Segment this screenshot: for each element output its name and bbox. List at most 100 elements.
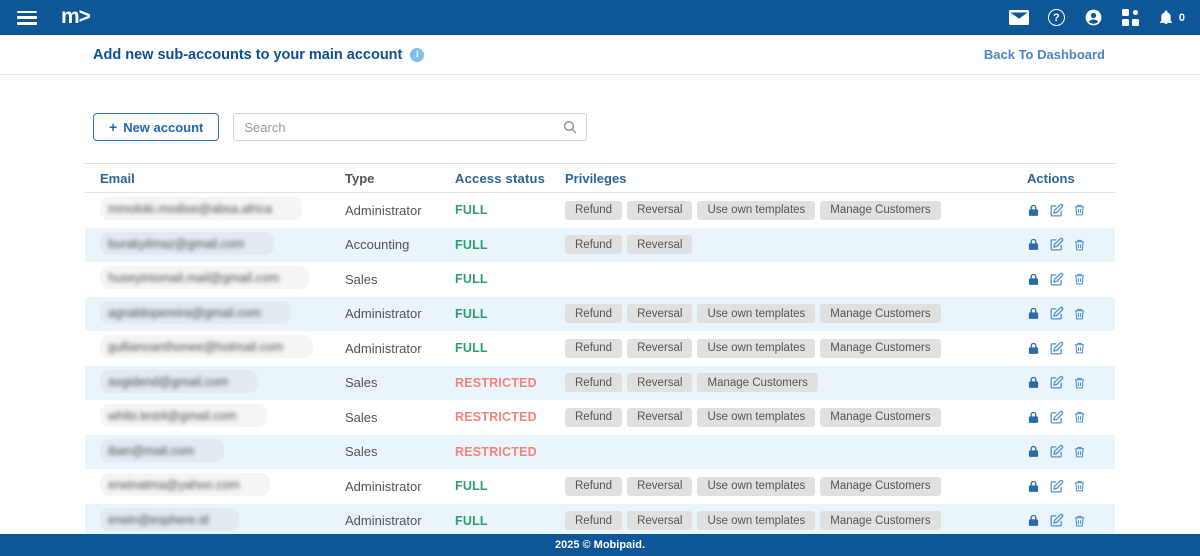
trash-icon[interactable]	[1073, 445, 1086, 459]
privilege-chip: Use own templates	[697, 407, 816, 427]
lock-icon[interactable]	[1027, 238, 1040, 251]
table-row: whibi.test4@gmail.com Sales RESTRICTED R…	[85, 400, 1115, 435]
privilege-chip: Refund	[565, 304, 623, 324]
trash-icon[interactable]	[1073, 238, 1086, 252]
lock-icon[interactable]	[1027, 376, 1040, 389]
table-row: huseyinismail.mail@gmail.com Sales FULL	[85, 262, 1115, 297]
apps-grid-icon[interactable]	[1121, 9, 1139, 26]
privileges-cell: Refund Reversal Use own templates Manage Cu…	[565, 407, 1027, 427]
back-to-dashboard-link[interactable]: Back To Dashboard	[983, 47, 1105, 62]
privilege-chip: Manage Customers	[697, 373, 818, 393]
lock-icon[interactable]	[1027, 514, 1040, 527]
lock-icon[interactable]	[1027, 411, 1040, 424]
lock-icon[interactable]	[1027, 480, 1040, 493]
help-icon[interactable]: ?	[1047, 9, 1065, 26]
trash-icon[interactable]	[1073, 307, 1086, 321]
page-header: Add new sub-accounts to your main accoun…	[0, 35, 1200, 75]
new-account-button[interactable]: + New account	[93, 113, 220, 141]
type-cell: Sales	[345, 271, 378, 287]
trash-icon[interactable]	[1073, 376, 1086, 390]
privilege-chip: Manage Customers	[820, 338, 941, 358]
privilege-chip: Reversal	[627, 373, 693, 393]
sub-accounts-table: Email Type Access status Privileges Acti…	[85, 163, 1115, 538]
trash-icon[interactable]	[1073, 341, 1086, 355]
trash-icon[interactable]	[1073, 272, 1086, 286]
notifications-bell[interactable]: 0	[1158, 9, 1185, 26]
lock-icon[interactable]	[1027, 445, 1040, 458]
bell-icon	[1158, 9, 1174, 26]
privilege-chip: Manage Customers	[820, 407, 941, 427]
column-header-type: Type	[345, 170, 375, 186]
email-cell: huseyinismail.mail@gmail.com	[85, 266, 345, 292]
menu-icon[interactable]	[17, 10, 37, 25]
table-row: erwin@esphere.id Administrator FULL Refu…	[85, 503, 1115, 538]
top-navbar: m> ? 0	[0, 0, 1200, 35]
edit-icon[interactable]	[1049, 237, 1064, 252]
actions-cell	[1027, 237, 1115, 252]
email-redacted: burakyilmaz@gmail.com	[100, 231, 275, 255]
account-icon[interactable]	[1084, 8, 1103, 27]
edit-icon[interactable]	[1049, 306, 1064, 321]
lock-icon[interactable]	[1027, 342, 1040, 355]
email-redacted: huseyinismail.mail@gmail.com	[100, 266, 310, 290]
email-value: iban@mail.com	[108, 443, 195, 458]
privilege-chip: Manage Customers	[820, 511, 941, 531]
access-status-badge: FULL	[455, 237, 488, 252]
lock-icon[interactable]	[1027, 273, 1040, 286]
edit-icon[interactable]	[1049, 203, 1064, 218]
email-value: erwin@esphere.id	[108, 512, 209, 527]
footer: 2025 © Mobipaid.	[0, 534, 1200, 556]
privileges-cell: Refund Reversal	[565, 235, 1027, 255]
edit-icon[interactable]	[1049, 375, 1064, 390]
info-icon[interactable]: i	[410, 47, 425, 62]
privilege-chip: Use own templates	[697, 304, 816, 324]
email-cell: agnaldopereira@gmail.com	[85, 300, 345, 327]
table-row: avgidend@gmail.com Sales RESTRICTED Refu…	[85, 365, 1115, 400]
table-body: mmoloki.modise@absa.africa Administrator…	[85, 193, 1115, 538]
actions-cell	[1027, 203, 1115, 218]
edit-icon[interactable]	[1049, 341, 1064, 356]
email-cell: erwinatma@yahoo.com	[85, 473, 345, 499]
mail-icon[interactable]	[1008, 10, 1029, 25]
email-cell: mmoloki.modise@absa.africa	[85, 197, 345, 223]
access-status-badge: FULL	[455, 341, 488, 356]
email-redacted: agnaldopereira@gmail.com	[100, 300, 292, 324]
access-status-badge: RESTRICTED	[455, 410, 537, 425]
access-status-badge: FULL	[455, 203, 488, 218]
privileges-cell: Refund Reversal Use own templates Manage Cu…	[565, 511, 1027, 531]
lock-icon[interactable]	[1027, 204, 1040, 217]
edit-icon[interactable]	[1049, 479, 1064, 494]
type-cell: Administrator	[345, 340, 422, 356]
trash-icon[interactable]	[1073, 410, 1086, 424]
topbar-right: ? 0	[1008, 8, 1185, 27]
edit-icon[interactable]	[1049, 444, 1064, 459]
trash-icon[interactable]	[1073, 514, 1086, 528]
privilege-chip: Manage Customers	[820, 304, 941, 324]
actions-cell	[1027, 444, 1115, 459]
privilege-chip: Reversal	[627, 235, 693, 255]
type-cell: Administrator	[345, 202, 422, 218]
privileges-cell: Refund Reversal Use own templates Manage Cu…	[565, 200, 1027, 220]
privilege-chip: Refund	[565, 373, 623, 393]
email-value: agnaldopereira@gmail.com	[108, 305, 262, 320]
privileges-cell: Refund Reversal Use own templates Manage Cu…	[565, 476, 1027, 496]
column-header-privileges: Privileges	[565, 170, 627, 186]
access-status-badge: FULL	[455, 479, 488, 494]
lock-icon[interactable]	[1027, 307, 1040, 320]
edit-icon[interactable]	[1049, 513, 1064, 528]
topbar-left: m>	[15, 5, 91, 28]
email-redacted: gullianoanthonee@hotmail.com	[100, 335, 314, 359]
edit-icon[interactable]	[1049, 272, 1064, 287]
email-cell: iban@mail.com	[85, 438, 345, 465]
privilege-chip: Use own templates	[697, 338, 816, 358]
edit-icon[interactable]	[1049, 410, 1064, 425]
privilege-chip: Refund	[565, 235, 623, 255]
search-input[interactable]	[233, 113, 588, 141]
trash-icon[interactable]	[1073, 479, 1086, 493]
page-title: Add new sub-accounts to your main accoun…	[93, 46, 403, 63]
email-value: erwinatma@yahoo.com	[108, 478, 240, 493]
access-status-badge: RESTRICTED	[455, 444, 537, 459]
mobipaid-logo: m>	[61, 5, 91, 28]
trash-icon[interactable]	[1073, 203, 1086, 217]
email-value: gullianoanthonee@hotmail.com	[108, 340, 284, 355]
